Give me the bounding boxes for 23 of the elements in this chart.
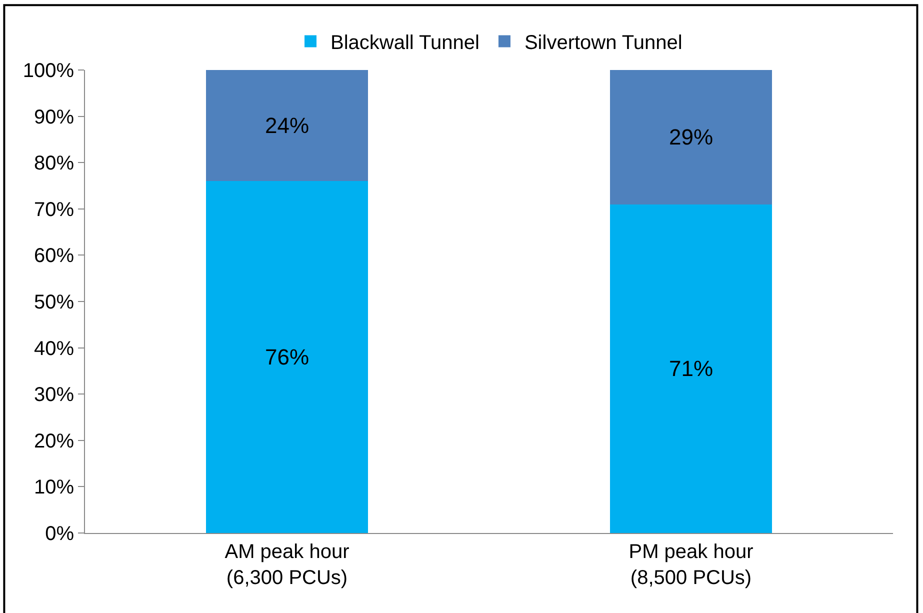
y-tick-label: 40% [34,338,74,360]
bar [206,181,368,533]
y-tick-label: 30% [34,384,74,406]
y-tick-label: 70% [34,198,74,221]
y-tick-label: 0% [45,523,74,545]
data-label: 76% [264,344,310,370]
y-tick-label: 80% [34,152,74,175]
legend-label: Blackwall Tunnel [330,32,480,54]
legend-label: Silvertown Tunnel [524,32,682,54]
data-label: 24% [264,113,310,138]
y-tick-label: 100% [22,60,74,82]
y-tick-label: 20% [34,430,74,452]
data-label: 71% [668,356,714,382]
data-label: 29% [668,124,714,150]
y-tick-label: 10% [34,476,74,499]
bar [610,70,772,204]
x-tick-label: AM peak hour (6,300 PCUs) [224,541,350,589]
bar [206,70,368,182]
y-tick-label: 60% [34,245,74,268]
bar [610,204,772,533]
x-tick-label: PM peak hour (8,500 PCUs) [628,541,754,589]
y-tick-label: 90% [34,106,74,128]
y-tick-label: 50% [34,292,74,314]
